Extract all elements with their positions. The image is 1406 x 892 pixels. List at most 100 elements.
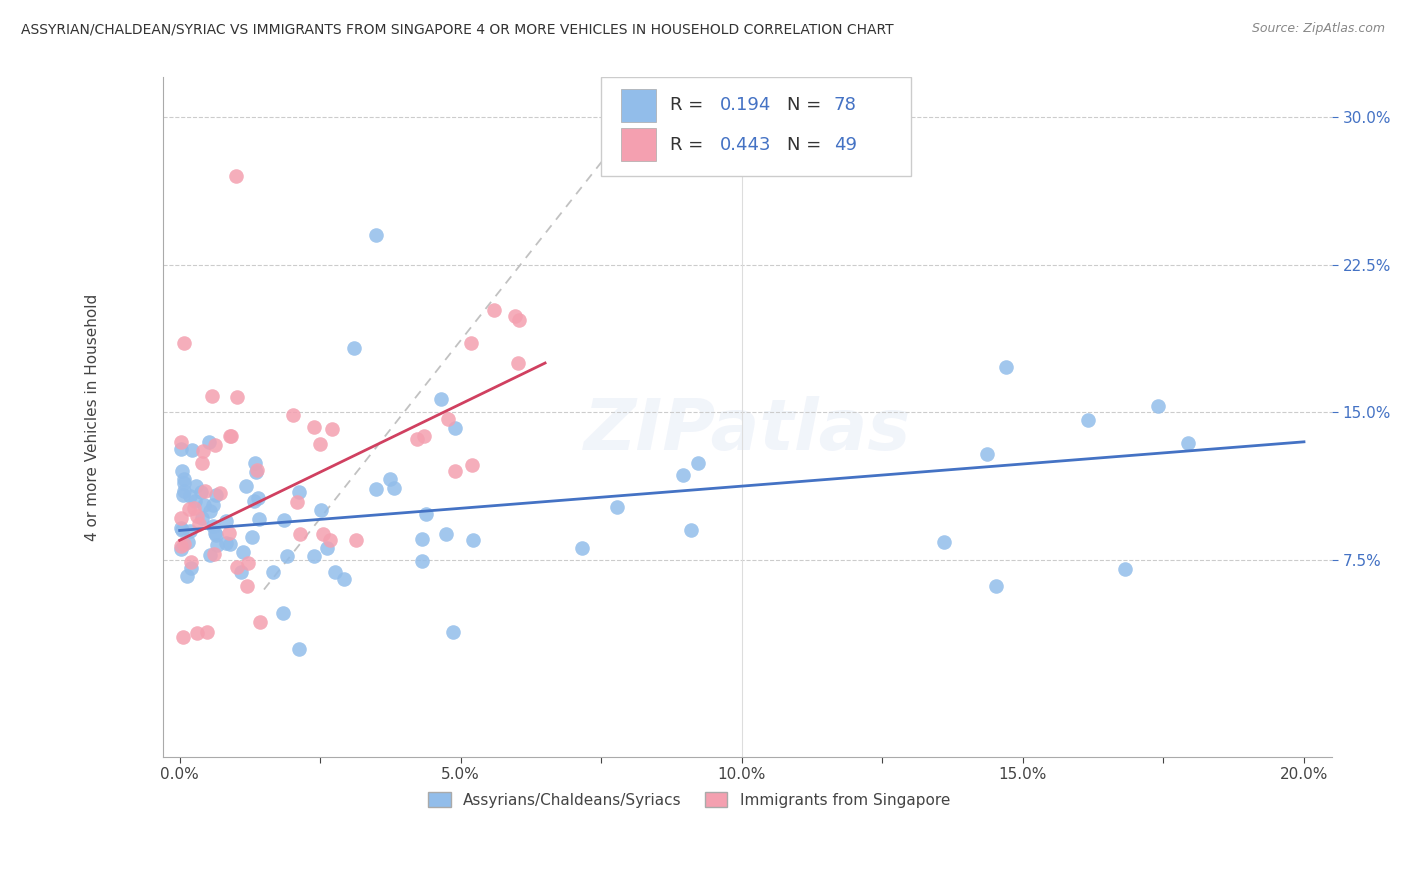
FancyBboxPatch shape (621, 128, 657, 161)
Point (170, 442, 193, 457)
Point (321, 422, 343, 436)
Point (235, 479, 257, 493)
Point (434, 526, 457, 541)
Point (170, 541, 193, 556)
Point (173, 475, 195, 490)
Point (231, 565, 253, 579)
Point (194, 484, 217, 499)
Point (243, 456, 266, 470)
Point (312, 527, 335, 541)
Text: 0.443: 0.443 (720, 136, 770, 153)
Point (198, 549, 221, 563)
Point (204, 547, 226, 561)
Point (309, 437, 332, 451)
Legend: Assyrians/Chaldeans/Syriacs, Immigrants from Singapore: Assyrians/Chaldeans/Syriacs, Immigrants … (422, 786, 956, 814)
Point (344, 533, 367, 548)
Point (287, 485, 309, 500)
Point (186, 509, 208, 524)
Point (177, 502, 200, 516)
Y-axis label: 4 or more Vehicles in Household: 4 or more Vehicles in Household (86, 293, 100, 541)
Point (411, 554, 433, 568)
Point (271, 606, 294, 620)
Point (976, 447, 998, 461)
Point (460, 336, 482, 351)
Point (205, 539, 228, 553)
Point (170, 539, 193, 553)
Point (311, 503, 333, 517)
Point (315, 541, 337, 555)
Point (179, 489, 201, 503)
Point (441, 625, 464, 640)
Point (170, 435, 193, 450)
Point (195, 625, 218, 640)
Point (287, 641, 309, 656)
Point (173, 472, 195, 486)
Point (571, 541, 593, 555)
Point (226, 560, 249, 574)
Point (508, 356, 530, 370)
Point (184, 493, 207, 508)
Point (1114, 562, 1136, 576)
Point (430, 392, 453, 406)
Point (508, 313, 530, 327)
Point (606, 500, 628, 515)
Point (204, 438, 226, 452)
Point (218, 537, 240, 551)
Point (461, 533, 484, 548)
Point (995, 359, 1018, 374)
Point (243, 494, 266, 508)
Point (193, 498, 215, 512)
Point (461, 458, 484, 472)
Point (200, 504, 222, 518)
Point (191, 456, 214, 470)
Text: ASSYRIAN/CHALDEAN/SYRIAC VS IMMIGRANTS FROM SINGAPORE 4 OR MORE VEHICLES IN HOUS: ASSYRIAN/CHALDEAN/SYRIAC VS IMMIGRANTS F… (21, 22, 894, 37)
Point (411, 533, 433, 547)
Point (249, 615, 271, 630)
Point (319, 533, 342, 548)
Point (172, 488, 194, 502)
Point (218, 525, 240, 540)
Point (208, 486, 231, 500)
Point (406, 433, 429, 447)
Point (205, 488, 228, 502)
Point (180, 561, 202, 575)
Point (262, 565, 284, 579)
Point (214, 514, 236, 528)
Point (172, 630, 194, 644)
Point (180, 443, 202, 458)
Point (288, 526, 311, 541)
Point (382, 481, 405, 495)
Point (170, 511, 193, 525)
Point (413, 428, 436, 442)
Point (437, 412, 460, 426)
Point (173, 537, 195, 551)
Point (232, 545, 254, 559)
Point (173, 484, 195, 499)
Point (302, 420, 325, 434)
Point (378, 472, 401, 486)
Point (247, 491, 270, 506)
Text: ZIPatlas: ZIPatlas (583, 396, 911, 466)
Point (246, 463, 269, 477)
Point (204, 526, 226, 541)
Point (197, 435, 219, 450)
Point (170, 521, 193, 535)
Point (201, 389, 224, 403)
Point (191, 443, 214, 458)
FancyBboxPatch shape (621, 89, 657, 121)
Point (177, 534, 200, 549)
Point (245, 465, 267, 479)
Point (672, 468, 695, 483)
Point (235, 579, 257, 593)
Point (179, 524, 201, 538)
Point (415, 507, 437, 521)
Point (366, 227, 388, 242)
Point (204, 528, 226, 542)
Point (187, 516, 209, 531)
Point (226, 390, 249, 404)
Point (287, 495, 309, 509)
Point (283, 408, 305, 422)
Point (183, 500, 205, 515)
Point (219, 428, 242, 442)
Point (686, 456, 709, 470)
